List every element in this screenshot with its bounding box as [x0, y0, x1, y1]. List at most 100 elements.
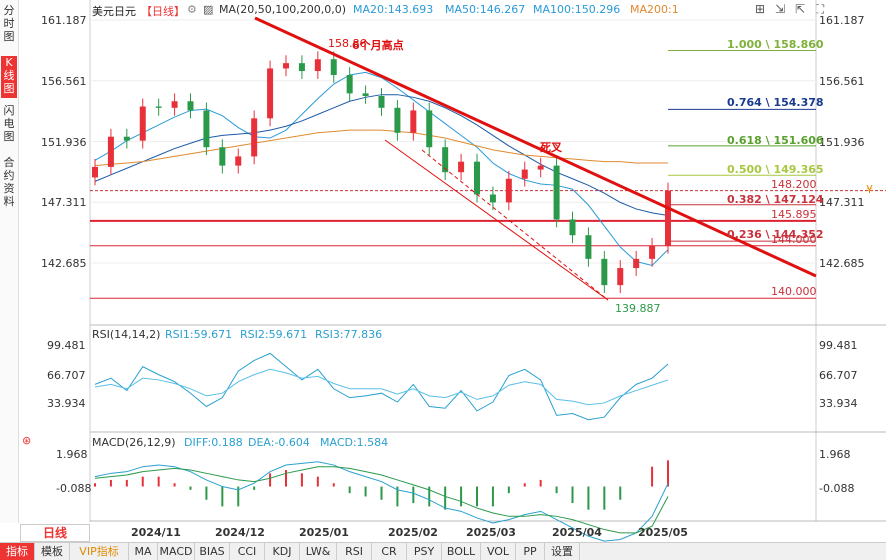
candle-body	[665, 190, 671, 246]
candle-body	[314, 59, 321, 72]
sidebar-item-kline[interactable]: K线图	[1, 56, 17, 98]
tab-psy[interactable]: PSY	[407, 543, 442, 560]
macd-settings-icon[interactable]: ⊛	[22, 434, 32, 447]
ma100-value: MA100:150.296	[533, 3, 621, 16]
rsi-axis-label-right: 66.707	[819, 369, 858, 382]
x-axis-label: 2025/02	[388, 526, 438, 539]
price-axis-label-right: 151.936	[819, 136, 865, 149]
level-label: 145.895	[771, 208, 817, 221]
settings-gear-icon[interactable]: ⚙	[187, 3, 197, 16]
tab-vip-indicator[interactable]: VIP指标	[70, 543, 129, 560]
candle-body	[187, 101, 194, 111]
rsi-axis-label: 33.934	[47, 397, 86, 410]
fib-level-label: 0.500 \ 149.365	[727, 163, 824, 176]
sidebar-item-lightning[interactable]: 闪电图	[3, 104, 15, 143]
ma100-line	[94, 129, 668, 167]
candle-body	[92, 166, 98, 178]
tab-settings[interactable]: 设置	[545, 543, 580, 560]
rsi-axis-label: 99.481	[47, 339, 86, 352]
tab-template[interactable]: 模板	[35, 543, 70, 560]
candle-body	[569, 219, 576, 236]
sidebar-item-timeshare[interactable]: 分时图	[3, 4, 15, 43]
indicator-tab-bar: 指标 模板 VIP指标 MA MACD BIAS CCI KDJ LW& RSI…	[0, 542, 886, 560]
downtrend-line	[254, 16, 817, 278]
ma50-value: MA50:146.267	[445, 3, 526, 16]
rsi-axis-label-right: 99.481	[819, 339, 858, 352]
tab-bias[interactable]: BIAS	[195, 543, 230, 560]
price-axis-label: 156.561	[41, 75, 87, 88]
candle-body	[649, 245, 656, 259]
x-axis-label: 2025/03	[466, 526, 516, 539]
candle-body	[410, 110, 417, 133]
tab-ma[interactable]: MA	[129, 543, 158, 560]
death-cross-annotation: 死叉	[540, 141, 562, 154]
level-label: 144.000	[771, 233, 817, 246]
price-arrow-icon: ¥	[866, 183, 873, 196]
price-axis-label: 147.311	[41, 196, 87, 209]
macd-title: MACD(26,12,9)	[92, 436, 176, 449]
candle-body	[458, 161, 465, 173]
price-axis-label-right: 156.561	[819, 75, 865, 88]
macd-axis-label-right: -0.088	[819, 482, 855, 495]
candle-body	[426, 110, 433, 148]
tab-pp[interactable]: PP	[516, 543, 545, 560]
macd-dea-value: DEA:-0.604	[248, 436, 310, 449]
x-axis-label: 2024/12	[215, 526, 265, 539]
tab-macd[interactable]: MACD	[158, 543, 195, 560]
candle-body	[601, 258, 608, 286]
rsi-axis-label: 66.707	[47, 369, 86, 382]
price-axis-label-right: 161.187	[819, 14, 865, 27]
candle-body	[442, 147, 449, 173]
candle-body	[394, 107, 401, 133]
candle-body	[267, 68, 274, 119]
macd-diff-value: DIFF:0.188	[184, 436, 243, 449]
tab-boll[interactable]: BOLL	[442, 543, 481, 560]
candle-body	[283, 63, 289, 69]
x-axis-label: 2025/01	[299, 526, 349, 539]
layout-icon[interactable]: ⊞	[754, 2, 766, 16]
candle-body	[362, 93, 369, 97]
macd-axis-label: 1.968	[56, 448, 88, 461]
candle-body	[505, 178, 512, 203]
left-sidebar: 分时图 K线图 闪电图 合约资料	[0, 0, 19, 523]
candle-body	[617, 268, 624, 286]
expand-icon[interactable]: ⇱	[794, 2, 806, 16]
compress-icon[interactable]: ⇲	[774, 2, 786, 16]
candle-body	[553, 165, 560, 220]
macd-axis-label-right: 1.968	[819, 448, 851, 461]
candle-body	[346, 74, 353, 94]
period-tag: 【日线】	[141, 5, 185, 18]
candle-body	[298, 63, 305, 72]
candle-body	[585, 235, 592, 259]
price-axis-label-right: 142.685	[819, 257, 865, 270]
macd-hist-value: MACD:1.584	[320, 436, 389, 449]
tab-indicator[interactable]: 指标	[0, 543, 35, 560]
candle-body	[107, 136, 114, 167]
rsi1-line	[94, 352, 669, 421]
candle-body	[489, 194, 496, 203]
fib-level-label: 0.382 \ 147.124	[727, 193, 824, 206]
rsi3-value: RSI3:77.836	[315, 328, 383, 341]
candle-body	[633, 258, 640, 269]
candle-body	[378, 96, 385, 108]
macd-axis-label: -0.088	[56, 482, 92, 495]
period-selector-button[interactable]: 日线	[20, 524, 90, 542]
tab-rsi[interactable]: RSI	[337, 543, 372, 560]
price-axis-label: 161.187	[41, 14, 87, 27]
chart-icon[interactable]: ▨	[203, 3, 214, 16]
channel-line-lower	[384, 139, 609, 301]
tab-lw[interactable]: LW&	[300, 543, 337, 560]
candle-body	[251, 118, 258, 157]
tab-cr[interactable]: CR	[372, 543, 407, 560]
fullscreen-icon[interactable]: ⛶	[815, 2, 825, 16]
level-label: 140.000	[771, 285, 817, 298]
sidebar-item-contract-info[interactable]: 合约资料	[3, 156, 15, 208]
tab-kdj[interactable]: KDJ	[265, 543, 300, 560]
tab-cci[interactable]: CCI	[230, 543, 265, 560]
tab-vol[interactable]: VOL	[481, 543, 516, 560]
x-axis-label: 2025/05	[638, 526, 688, 539]
x-axis-label: 2025/04	[552, 526, 602, 539]
price-axis-label: 151.936	[41, 136, 87, 149]
rsi1-value: RSI1:59.671	[165, 328, 233, 341]
